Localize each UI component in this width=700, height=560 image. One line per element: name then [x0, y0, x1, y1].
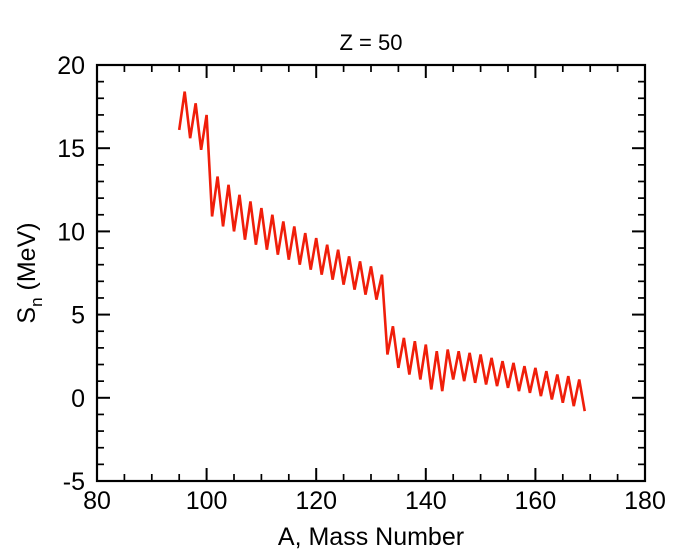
x-axis-ticks: [96, 65, 646, 481]
y-tick-label: -5: [63, 468, 85, 496]
data-series-line: [177, 91, 587, 412]
y-axis-label-units: (MeV): [13, 222, 41, 297]
x-axis-label: A, Mass Number: [278, 523, 464, 551]
y-axis-label: Sn (MeV): [13, 222, 46, 323]
x-axis-tick-labels: 80 100 120 140 160 180: [83, 487, 666, 515]
x-tick-label: 80: [83, 487, 111, 515]
x-tick-label: 140: [405, 487, 447, 515]
y-tick-label: 15: [57, 135, 85, 163]
y-axis-label-subscript: n: [27, 297, 46, 306]
y-tick-label: 5: [71, 302, 85, 330]
x-tick-label: 160: [515, 487, 557, 515]
x-tick-label: 100: [186, 487, 228, 515]
x-tick-label: 120: [295, 487, 337, 515]
y-tick-label: 0: [71, 385, 85, 413]
y-tick-label: 10: [57, 218, 85, 246]
y-axis-tick-labels: -5 0 5 10 15 20: [57, 52, 85, 496]
y-axis-label-symbol: S: [13, 307, 41, 324]
chart-title: Z = 50: [340, 30, 403, 55]
y-axis-ticks: [97, 64, 645, 482]
y-tick-label: 20: [57, 52, 85, 80]
svg-text:Sn (MeV): Sn (MeV): [13, 222, 46, 323]
x-tick-label: 180: [624, 487, 666, 515]
